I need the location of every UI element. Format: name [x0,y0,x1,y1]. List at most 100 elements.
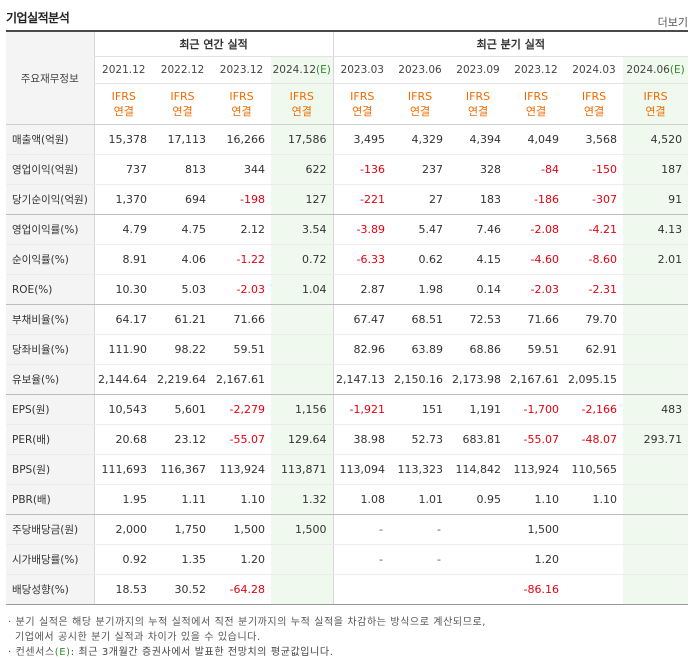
period-header: 2021.12 [93,56,153,84]
ifrs-label[interactable]: IFRS 연결 [391,83,450,125]
value-cell: 113,924 [507,454,566,485]
ifrs-label[interactable]: IFRS 연결 [623,83,689,125]
row-label: PBR(배) [6,484,94,515]
value-cell: 79.70 [565,304,624,335]
period-label: 2023.12 [219,64,264,76]
period-header: 2024.03 [565,56,624,84]
more-link[interactable]: 더보기 [657,16,688,29]
value-cell: 2,167.61 [507,364,566,395]
value-cell: 68.51 [391,304,450,335]
value-cell: 1.20 [212,544,271,575]
row-label: EPS(원) [6,394,94,425]
ifrs-standard: IFRS [581,90,607,103]
period-header: 2024.12(E) [271,56,334,84]
value-cell: 813 [153,154,212,185]
value-cell: 91 [623,184,689,215]
value-cell: 1.01 [391,484,450,515]
estimate-mark: (E) [669,64,685,76]
ifrs-label[interactable]: IFRS 연결 [507,83,566,125]
period-label: 2023.03 [340,64,384,76]
value-cell: 4,049 [507,124,566,155]
value-cell: 17,586 [271,124,334,155]
value-cell: 2,147.13 [332,364,392,395]
section-header: 기업실적분석 더보기 [0,0,694,30]
value-cell: 344 [212,154,271,185]
ifrs-standard: IFRS [111,90,136,103]
value-cell: 17,113 [153,124,212,155]
value-cell: 4.75 [153,214,212,245]
value-cell: 737 [93,154,153,185]
footnote-1: · 분기 실적은 해당 분기까지의 누적 실적에서 직전 분기까지의 누적 실적… [8,617,487,628]
value-cell [449,514,508,545]
value-cell: 1.98 [391,274,450,305]
value-cell: -55.07 [212,424,271,455]
value-cell: 20.68 [93,424,153,455]
row-label: 유보율(%) [6,364,94,395]
table-row: PBR(배) 1.95 1.11 1.10 1.32 1.08 1.01 0.95 1.10 1.… [6,484,689,515]
ifrs-consolidated: 연결 [467,105,489,118]
value-cell: 3,495 [332,124,392,155]
value-cell: 3.54 [271,214,334,245]
row-label: 매출액(억원) [6,124,94,155]
value-cell: 10.30 [93,274,153,305]
ifrs-standard: IFRS [407,90,433,103]
value-cell: 2,167.61 [212,364,271,395]
ifrs-label[interactable]: IFRS 연결 [449,83,508,125]
value-cell: 127 [271,184,334,215]
value-cell: 61.21 [153,304,212,335]
value-cell: -4.21 [565,214,624,245]
period-label: 2022.12 [160,64,205,76]
value-cell: 52.73 [391,424,450,455]
ifrs-label[interactable]: IFRS 연결 [153,83,212,125]
value-cell: 1.10 [507,484,566,515]
value-cell: 622 [271,154,334,185]
value-cell: 5.03 [153,274,212,305]
value-cell: 113,871 [271,454,334,485]
value-cell: 2,219.64 [153,364,212,395]
footnote-2-prefix: 컨센서스 [15,647,55,658]
value-cell [271,364,334,395]
value-cell [623,484,689,515]
value-cell: 113,924 [212,454,271,485]
value-cell [623,514,689,545]
value-cell: -48.07 [565,424,624,455]
value-cell [623,334,689,365]
value-cell: 68.86 [449,334,508,365]
period-label: 2023.06 [398,64,442,76]
footnote-2: · 컨센서스(E): 최근 3개월간 증권사에서 발표한 전망치의 평균값입니다… [8,647,334,658]
table-row: 당기순이익(억원) 1,370 694 -198 127 -221 27 183 -186 -30… [6,184,689,215]
period-label: 2024.06 [626,64,670,76]
value-cell: 18.53 [93,574,153,605]
value-cell: 111,693 [93,454,153,485]
value-cell: 38.98 [332,424,392,455]
ifrs-label[interactable]: IFRS 연결 [271,83,334,125]
value-cell: 59.51 [212,334,271,365]
value-cell: -2.03 [507,274,566,305]
value-cell: 71.66 [212,304,271,335]
ifrs-label[interactable]: IFRS 연결 [212,83,271,125]
value-cell: 1.08 [332,484,392,515]
estimate-mark: (E) [54,647,71,658]
ifrs-standard: IFRS [643,90,668,103]
estimate-mark: (E) [316,64,331,76]
value-cell: - [391,544,450,575]
value-cell: 30.52 [153,574,212,605]
value-cell: 82.96 [332,334,392,365]
value-cell: 129.64 [271,424,334,455]
row-label: 배당성향(%) [6,574,94,605]
period-header: 2024.06(E) [623,56,689,84]
table-row: PER(배) 20.68 23.12 -55.07 129.64 38.98 52.73 68… [6,424,689,455]
row-label: 주당배당금(원) [6,514,94,545]
value-cell: - [391,514,450,545]
value-cell: 2.87 [332,274,392,305]
ifrs-label[interactable]: IFRS 연결 [565,83,624,125]
value-cell: 2,095.15 [565,364,624,395]
ifrs-label[interactable]: IFRS 연결 [93,83,153,125]
value-cell [271,334,334,365]
ifrs-label[interactable]: IFRS 연결 [332,83,392,125]
value-cell [565,574,624,605]
value-cell: 1,500 [271,514,334,545]
table-row: EPS(원) 10,543 5,601 -2,279 1,156 -1,921 151 1,1… [6,394,689,425]
value-cell: 4,329 [391,124,450,155]
value-cell: -198 [212,184,271,215]
